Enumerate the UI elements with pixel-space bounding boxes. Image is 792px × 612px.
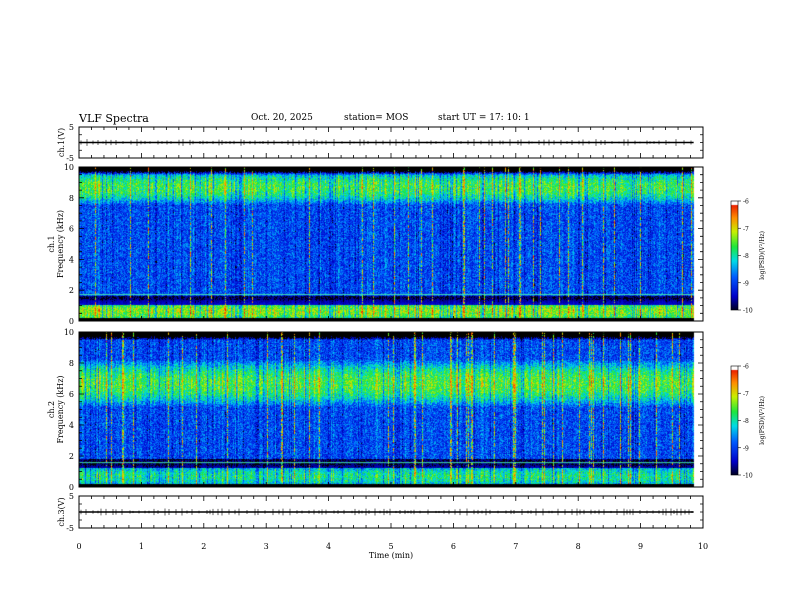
ch3-waveform-ticks bbox=[78, 495, 704, 529]
colorbar-frame bbox=[730, 200, 739, 311]
x-tick-label: 8 bbox=[576, 542, 581, 551]
ch2-spectrogram-ylabel-line: Frequency (kHz) bbox=[56, 375, 65, 443]
x-tick-label: 6 bbox=[451, 542, 456, 551]
ch2-colorbar bbox=[731, 366, 738, 475]
ch1-colorbar bbox=[731, 201, 738, 310]
ch2-spectrogram-ticks bbox=[78, 331, 704, 488]
colorbar-tick-label: -10 bbox=[743, 308, 753, 315]
x-tick-label: 5 bbox=[388, 542, 393, 551]
station-label: station= MOS bbox=[344, 113, 409, 123]
ch1-waveform-ytick-label: -5 bbox=[66, 154, 74, 163]
ch2-spectrogram-ytick-label: 0 bbox=[69, 483, 74, 492]
x-tick-label: 0 bbox=[76, 542, 81, 551]
x-tick-label: 9 bbox=[638, 542, 643, 551]
colorbar-tick-label: -8 bbox=[743, 253, 749, 260]
x-tick-label: 3 bbox=[264, 542, 269, 551]
colorbar-tick-label: -9 bbox=[743, 280, 749, 287]
ch1-spectrogram-ylabel-line: Frequency (kHz) bbox=[56, 210, 65, 278]
ch1-spectrogram-ytick-label: 6 bbox=[69, 225, 74, 234]
ch3-waveform-ytick-label: -5 bbox=[66, 524, 74, 533]
ch2-spectrogram-ylabel-line: ch.2 bbox=[47, 401, 56, 418]
ch1-spectrogram bbox=[79, 167, 703, 321]
ch1-waveform-ticks bbox=[78, 126, 704, 159]
ch1-colorbar-gradient bbox=[731, 201, 738, 310]
x-tick-label: 7 bbox=[513, 542, 518, 551]
ch1-spectrogram-ticks bbox=[78, 166, 704, 322]
colorbar-label: log(PSD)(V²/Hz) bbox=[759, 396, 766, 445]
figure-title: VLF Spectra bbox=[79, 112, 149, 125]
colorbar-tick-label: -6 bbox=[743, 199, 749, 206]
ch1-spectrogram-ytick-label: 10 bbox=[64, 163, 74, 172]
x-tick-label: 10 bbox=[698, 542, 708, 551]
ch3-waveform-ytick-label: 5 bbox=[69, 492, 74, 501]
ch1-spectrogram-frame bbox=[78, 166, 704, 322]
ch1-spectrogram-ytick-label: 4 bbox=[69, 255, 74, 264]
axes-group bbox=[78, 126, 741, 529]
colorbar-label: log(PSD)(V²/Hz) bbox=[759, 231, 766, 280]
x-tick-label: 4 bbox=[326, 542, 331, 551]
ch1-spectrogram-ytick-label: 0 bbox=[69, 317, 74, 326]
ch1-spectrogram-ytick-label: 2 bbox=[69, 286, 74, 295]
colorbar-tick-label: -6 bbox=[743, 364, 749, 371]
x-axis-label: Time (min) bbox=[369, 551, 413, 560]
x-tick-label: 1 bbox=[139, 542, 144, 551]
ch3-waveform-ylabel: ch.3(V) bbox=[57, 497, 66, 526]
start-time-label: start UT = 17: 10: 1 bbox=[438, 113, 530, 123]
ch1-waveform-ytick-label: 5 bbox=[69, 123, 74, 132]
colorbar-frame bbox=[730, 365, 739, 476]
ch1-spectrogram-ylabel-line: ch.1 bbox=[47, 235, 56, 252]
ch2-spectrogram-frame bbox=[78, 331, 704, 488]
date-label: Oct. 20, 2025 bbox=[251, 113, 313, 123]
ch1-waveform-ylabel: ch.1(V) bbox=[57, 128, 66, 157]
colorbar-tick-label: -7 bbox=[743, 391, 749, 398]
ch2-spectrogram-ytick-label: 2 bbox=[69, 452, 74, 461]
ch2-spectrogram-ytick-label: 8 bbox=[69, 359, 74, 368]
x-tick-label: 2 bbox=[201, 542, 206, 551]
colorbar-tick-label: -9 bbox=[743, 445, 749, 452]
colorbar-tick-label: -7 bbox=[743, 226, 749, 233]
colorbar-tick-label: -10 bbox=[743, 473, 753, 480]
ch1-spectrogram-ytick-label: 8 bbox=[69, 194, 74, 203]
ch2-spectrogram-ytick-label: 10 bbox=[64, 328, 74, 337]
ch2-spectrogram bbox=[79, 332, 703, 487]
colorbar-tick-label: -8 bbox=[743, 418, 749, 425]
ch2-spectrogram-ytick-label: 4 bbox=[69, 421, 74, 430]
ch2-spectrogram-ytick-label: 6 bbox=[69, 390, 74, 399]
ch2-colorbar-gradient bbox=[731, 366, 738, 475]
